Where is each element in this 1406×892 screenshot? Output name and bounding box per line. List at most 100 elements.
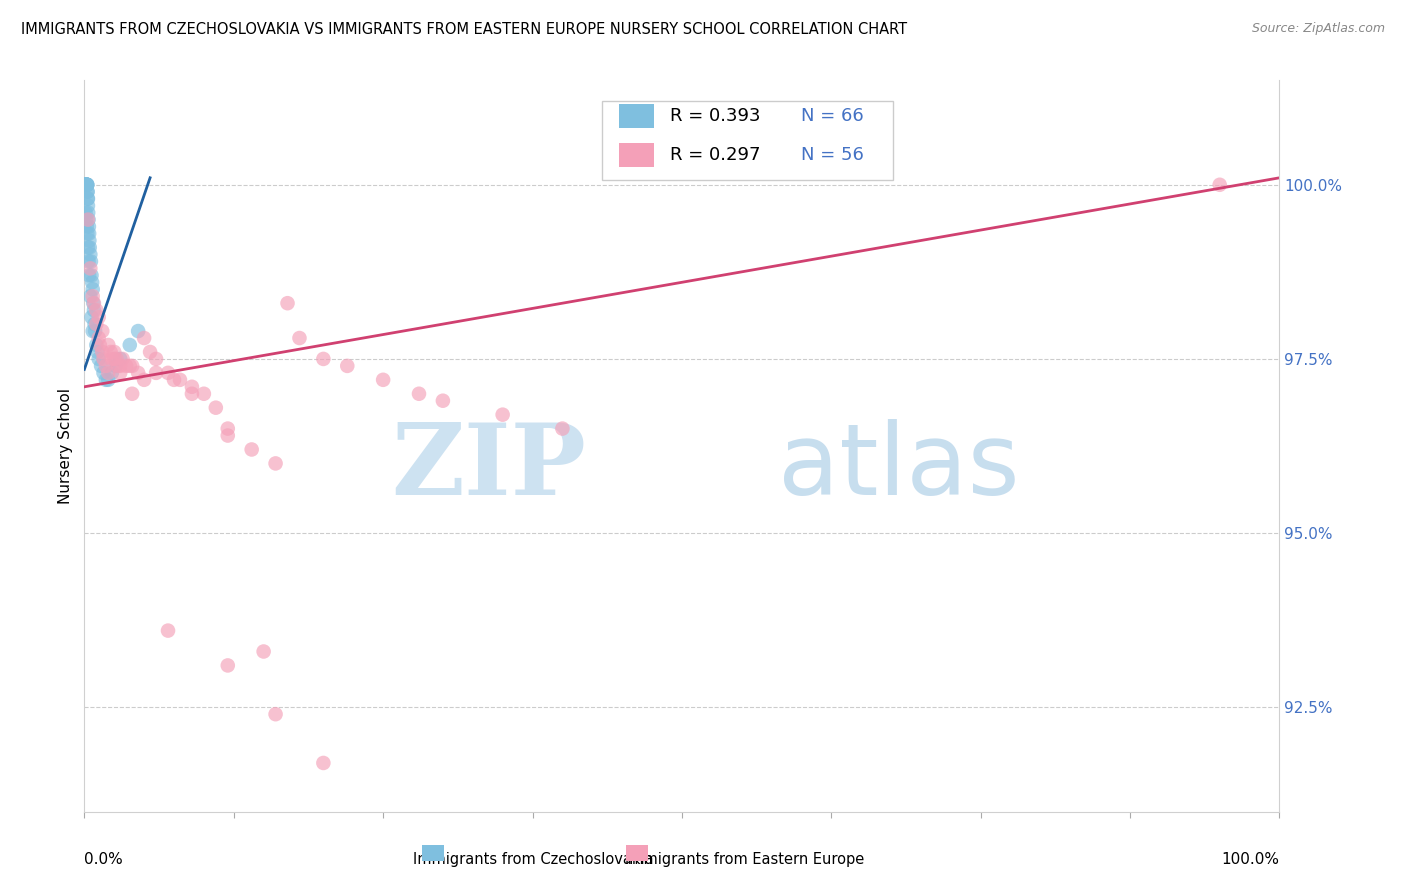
Point [492,408,515,422]
Point [75,178,97,192]
Point [76,178,98,192]
Point [75,178,97,192]
Point [79,289,101,303]
Text: N = 66: N = 66 [801,107,865,125]
Text: 0.0%: 0.0% [84,852,124,867]
Point [132,373,156,387]
Text: 100.0%: 100.0% [1222,852,1279,867]
Point [76,192,98,206]
Point [76,185,98,199]
Point [80,254,103,268]
Point [93,351,115,366]
Point [264,707,287,722]
Point [217,421,239,435]
Point [111,351,134,366]
Point [121,359,143,373]
Point [76,178,98,192]
Point [240,442,263,457]
Point [103,345,125,359]
Point [104,359,127,373]
Point [75,178,97,192]
Point [86,338,108,352]
Point [77,212,100,227]
Text: Immigrants from Czechoslovakia: Immigrants from Czechoslovakia [413,852,654,867]
Point [107,359,129,373]
Point [75,178,97,192]
Point [432,393,454,408]
Point [312,756,335,770]
Y-axis label: Nursery School: Nursery School [58,388,73,504]
Point [76,178,98,192]
Bar [619,144,654,167]
Point [75,178,97,192]
Point [80,310,103,325]
Point [73,178,96,192]
Point [118,338,141,352]
Point [76,178,98,192]
Point [89,338,111,352]
Point [75,178,97,192]
Point [90,359,112,373]
Point [169,373,191,387]
Point [79,261,101,276]
Text: atlas: atlas [778,419,1019,516]
Point [336,359,359,373]
Point [100,345,122,359]
Bar [619,104,654,128]
Point [91,324,114,338]
Point [139,345,162,359]
Point [77,192,100,206]
Text: Immigrants from Eastern Europe: Immigrants from Eastern Europe [626,852,865,867]
Point [110,351,132,366]
Point [75,178,97,192]
Text: IMMIGRANTS FROM CZECHOSLOVAKIA VS IMMIGRANTS FROM EASTERN EUROPE NURSERY SCHOOL : IMMIGRANTS FROM CZECHOSLOVAKIA VS IMMIGR… [21,22,907,37]
Point [312,351,335,366]
Point [86,345,108,359]
Point [105,351,128,366]
Point [82,275,104,289]
Point [94,373,117,387]
Point [288,331,311,345]
Point [79,234,101,248]
Point [75,178,97,192]
Point [76,185,98,199]
Point [75,178,97,192]
Point [127,366,149,380]
Point [76,178,98,192]
Point [110,366,132,380]
Point [97,338,120,352]
Point [76,178,98,192]
Point [77,199,100,213]
Point [163,373,186,387]
Point [79,240,101,254]
Point [101,366,124,380]
Point [83,317,105,331]
Point [264,457,287,471]
Point [97,366,120,380]
Point [76,219,98,234]
Point [75,178,97,192]
Point [77,212,100,227]
Point [94,359,117,373]
Point [103,351,125,366]
Point [86,317,108,331]
Point [87,331,110,345]
Point [132,331,156,345]
Point [77,219,100,234]
Point [82,282,104,296]
Point [76,178,98,192]
Point [205,401,228,415]
Text: ZIP: ZIP [391,419,586,516]
Point [83,303,105,318]
Point [115,359,138,373]
Text: N = 56: N = 56 [801,146,865,164]
Point [87,310,110,325]
Point [551,421,574,435]
Point [181,380,204,394]
Point [77,254,100,268]
Text: R = 0.393: R = 0.393 [671,107,761,125]
Point [408,386,430,401]
Text: R = 0.297: R = 0.297 [671,146,761,164]
Point [82,296,104,310]
Point [87,351,110,366]
